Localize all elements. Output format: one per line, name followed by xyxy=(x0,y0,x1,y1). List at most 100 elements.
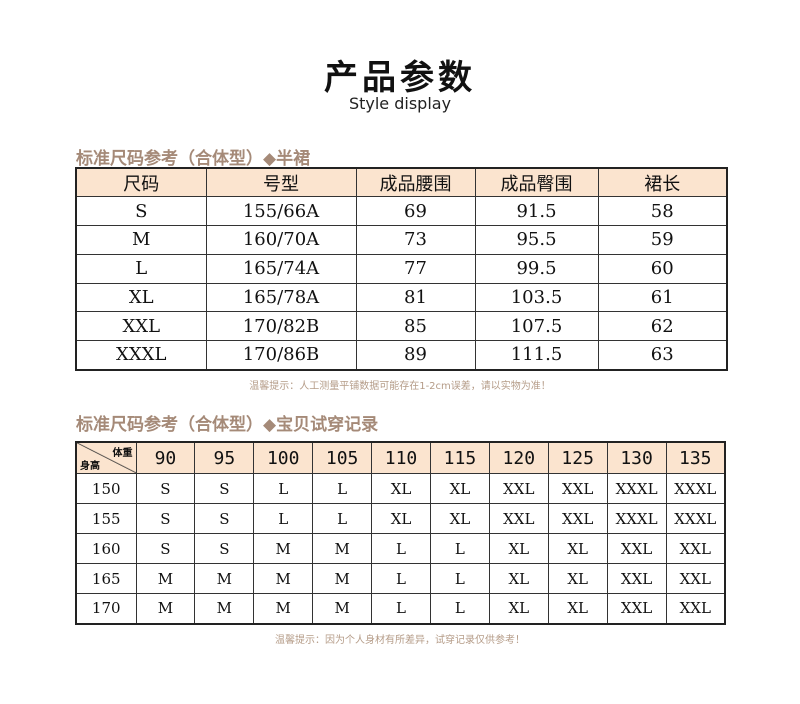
table-cell: 77 xyxy=(355,253,476,284)
table-row: S 155/66A 69 91.5 58 xyxy=(75,196,728,227)
table-cell: 99.5 xyxy=(474,253,599,284)
fitting-record-heading: 标准尺码参考（合体型）◆宝贝试穿记录 xyxy=(76,415,379,435)
table-cell: XL xyxy=(75,282,207,313)
size-cell: XL xyxy=(488,563,549,594)
table-row: 150 S S L L XL XL XXL XXL XXXL XXXL xyxy=(75,473,726,504)
size-cell: L xyxy=(371,533,431,564)
size-cell: XXL xyxy=(488,473,549,504)
size-cell: M xyxy=(194,593,255,624)
weight-label: 体重 xyxy=(112,448,133,459)
size-cell: M xyxy=(135,593,196,624)
table-cell: 95.5 xyxy=(474,225,599,255)
weight-header: 135 xyxy=(665,441,726,474)
table-row: XXL 170/82B 85 107.5 62 xyxy=(75,311,728,342)
size-cell: XL xyxy=(547,533,608,564)
table-row: 160 S S M M L L XL XL XXL XXL xyxy=(75,533,726,564)
size-cell: S xyxy=(194,473,255,504)
size-cell: S xyxy=(194,503,255,534)
weight-header: 120 xyxy=(488,441,549,474)
size-cell: XL xyxy=(371,473,431,504)
weight-header: 125 xyxy=(547,441,608,474)
table-row: XL 165/78A 81 103.5 61 xyxy=(75,282,728,313)
size-cell: XXXL xyxy=(665,503,726,534)
size-cell: S xyxy=(135,533,196,564)
height-cell: 165 xyxy=(75,563,137,594)
table-cell: 63 xyxy=(597,340,728,371)
table-cell: 160/70A xyxy=(205,225,357,255)
column-header: 成品腰围 xyxy=(355,167,476,198)
size-cell: XL xyxy=(488,593,549,624)
size-cell: L xyxy=(371,563,431,594)
size-cell: M xyxy=(253,593,314,624)
table-cell: 89 xyxy=(355,340,476,371)
table-cell: 107.5 xyxy=(474,311,599,342)
height-cell: 150 xyxy=(75,473,137,504)
table-cell: 111.5 xyxy=(474,340,599,371)
size-cell: L xyxy=(429,593,490,624)
table-cell: 165/78A xyxy=(205,282,357,313)
size-cell: S xyxy=(135,473,196,504)
table-cell: 60 xyxy=(597,253,728,284)
column-header: 尺码 xyxy=(75,167,207,198)
page-title: 产品参数 xyxy=(324,58,476,98)
height-cell: 160 xyxy=(75,533,137,564)
size-cell: XL xyxy=(547,593,608,624)
table-cell: 170/86B xyxy=(205,340,357,371)
table-cell: XXL xyxy=(75,311,207,342)
column-header: 裙长 xyxy=(597,167,728,198)
corner-header: 体重身高 xyxy=(75,441,137,474)
weight-header: 115 xyxy=(429,441,490,474)
table-row: 155 S S L L XL XL XXL XXL XXXL XXXL xyxy=(75,503,726,534)
table-row: XXXL 170/86B 89 111.5 63 xyxy=(75,340,728,371)
size-cell: XXXL xyxy=(606,503,667,534)
table-cell: S xyxy=(75,196,207,227)
weight-header: 95 xyxy=(194,441,255,474)
table-cell: 69 xyxy=(355,196,476,227)
table-row: 165 M M M M L L XL XL XXL XXL xyxy=(75,563,726,594)
table-cell: 61 xyxy=(597,282,728,313)
size-cell: XXL xyxy=(665,563,726,594)
height-label: 身高 xyxy=(80,461,100,472)
size-cell: XXXL xyxy=(606,473,667,504)
height-cell: 170 xyxy=(75,593,137,624)
size-cell: L xyxy=(371,593,431,624)
fitting-note: 温馨提示：因为个人身材有所差异，试穿记录仅供参考！ xyxy=(275,635,525,646)
weight-header: 90 xyxy=(135,441,196,474)
size-cell: XXL xyxy=(606,593,667,624)
size-cell: L xyxy=(429,563,490,594)
size-cell: XL xyxy=(429,473,490,504)
height-cell: 155 xyxy=(75,503,137,534)
weight-header: 100 xyxy=(253,441,314,474)
table-cell: 59 xyxy=(597,225,728,255)
table-cell: 155/66A xyxy=(205,196,357,227)
weight-header: 130 xyxy=(606,441,667,474)
table-cell: 81 xyxy=(355,282,476,313)
size-cell: M xyxy=(312,533,373,564)
size-cell: M xyxy=(194,563,255,594)
table-cell: M xyxy=(75,225,207,255)
measurement-note: 温馨提示：人工测量平铺数据可能存在1-2cm误差，请以实物为准！ xyxy=(249,381,551,392)
size-cell: XL xyxy=(488,533,549,564)
size-cell: L xyxy=(312,473,373,504)
size-cell: S xyxy=(135,503,196,534)
table-cell: 170/82B xyxy=(205,311,357,342)
size-cell: L xyxy=(429,533,490,564)
size-cell: M xyxy=(312,593,373,624)
size-cell: XXXL xyxy=(665,473,726,504)
size-cell: XL xyxy=(371,503,431,534)
size-cell: XXL xyxy=(547,503,608,534)
size-cell: XXL xyxy=(547,473,608,504)
size-cell: XXL xyxy=(606,563,667,594)
size-cell: L xyxy=(253,473,314,504)
table-cell: 165/74A xyxy=(205,253,357,284)
table-cell: 58 xyxy=(597,196,728,227)
skirt-size-table: 尺码 号型 成品腰围 成品臀围 裙长 S 155/66A 69 91.5 58 M 160/70A 73… xyxy=(75,167,728,371)
weight-header: 105 xyxy=(312,441,373,474)
size-cell: M xyxy=(253,533,314,564)
weight-header: 110 xyxy=(371,441,431,474)
size-cell: M xyxy=(312,563,373,594)
size-cell: M xyxy=(253,563,314,594)
size-cell: M xyxy=(135,563,196,594)
size-cell: XXL xyxy=(488,503,549,534)
table-cell: 103.5 xyxy=(474,282,599,313)
